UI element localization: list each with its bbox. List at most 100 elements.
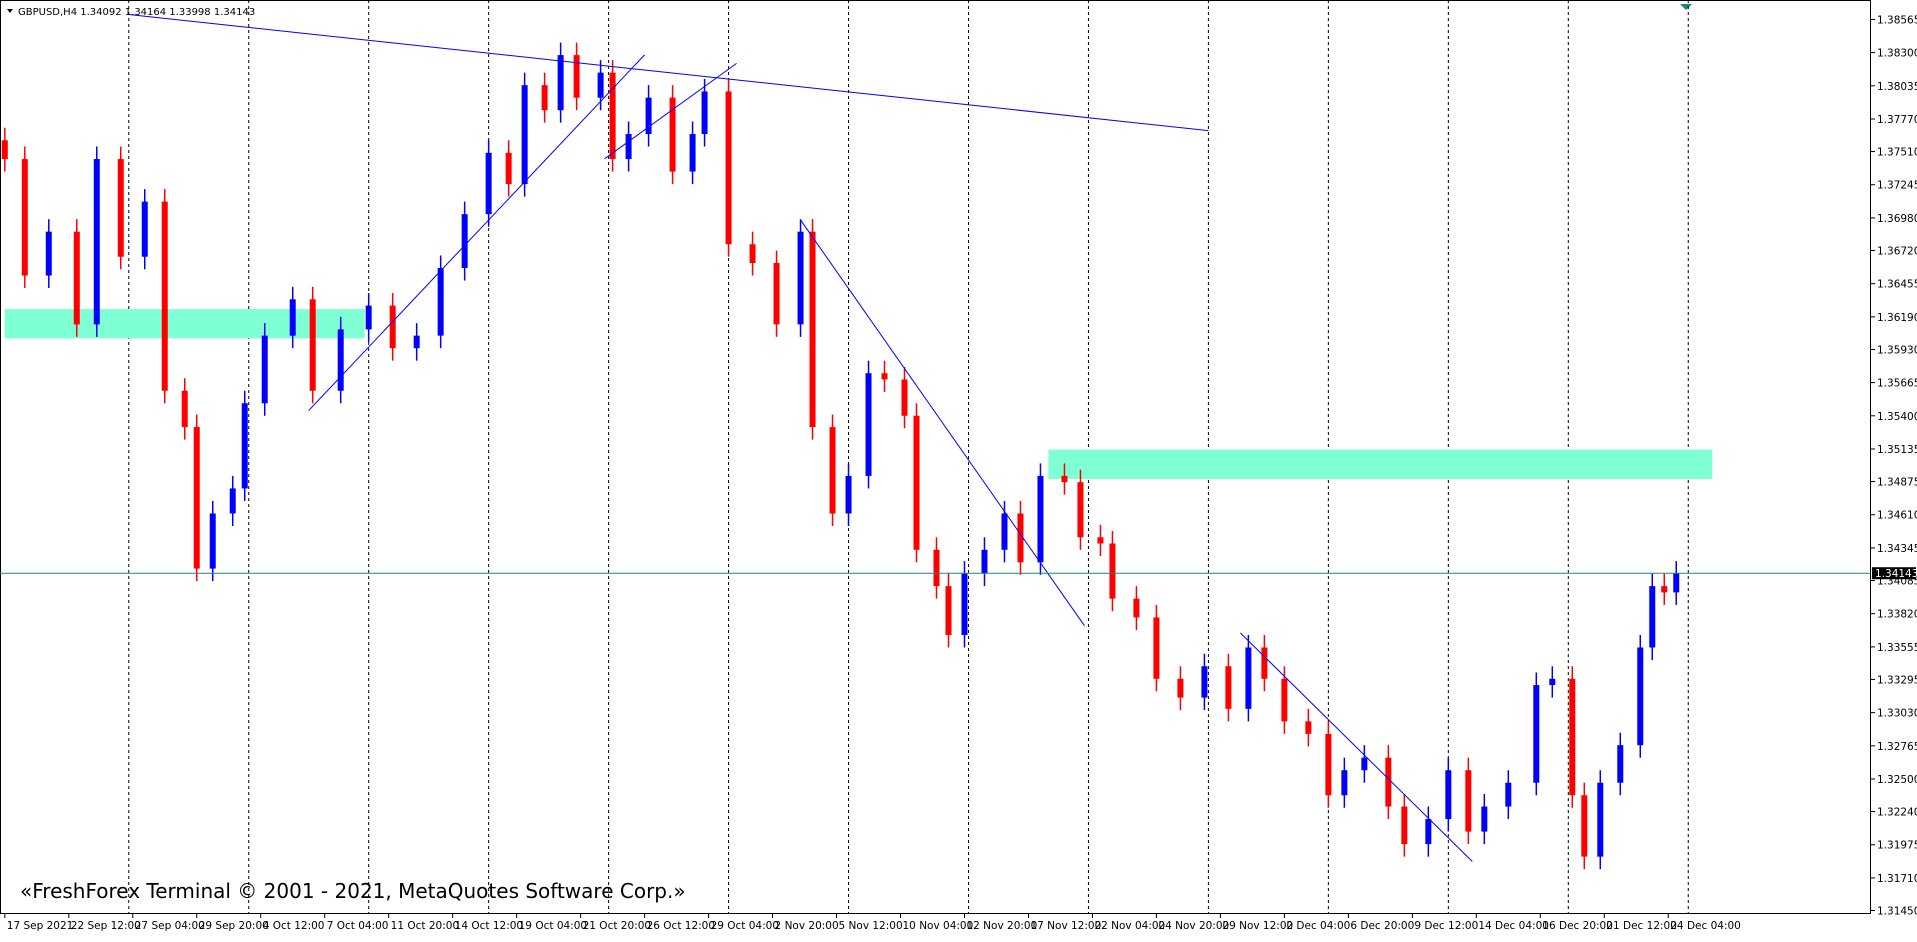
candle-body bbox=[1325, 733, 1332, 796]
candle-body bbox=[389, 305, 396, 349]
trendline bbox=[308, 54, 645, 411]
x-tick-label: 6 Dec 20:00 bbox=[1350, 920, 1414, 932]
y-tick-label: 1.36720 bbox=[1877, 245, 1917, 257]
candle-body bbox=[1, 140, 8, 160]
candle-body bbox=[981, 549, 988, 574]
candle-body bbox=[1385, 757, 1392, 807]
candle-body bbox=[1245, 647, 1252, 709]
x-tick-label: 11 Oct 20:00 bbox=[391, 920, 459, 932]
candle-body bbox=[609, 72, 616, 160]
candle-body bbox=[181, 390, 188, 428]
x-tick-label: 29 Oct 04:00 bbox=[711, 920, 779, 932]
candle-body bbox=[1549, 678, 1556, 686]
candle-body bbox=[141, 201, 148, 257]
x-tick-label: 21 Dec 12:00 bbox=[1606, 920, 1677, 932]
candle-body bbox=[961, 573, 968, 635]
candle-body bbox=[21, 159, 28, 276]
candle-body bbox=[161, 201, 168, 391]
y-tick-label: 1.36455 bbox=[1877, 279, 1917, 291]
candle-body bbox=[773, 263, 780, 325]
x-tick-label: 24 Dec 04:00 bbox=[1670, 920, 1741, 932]
x-tick-label: 17 Nov 12:00 bbox=[1030, 920, 1101, 932]
candle-body bbox=[1569, 678, 1576, 796]
candle-body bbox=[689, 134, 696, 172]
y-tick-label: 1.31450 bbox=[1877, 905, 1917, 917]
price-label-box bbox=[1872, 567, 1916, 580]
candle-body bbox=[1533, 685, 1540, 783]
candle-body bbox=[73, 231, 80, 325]
candle-body bbox=[1341, 770, 1348, 796]
candle-body bbox=[437, 268, 444, 336]
candle-body bbox=[1225, 666, 1232, 709]
candle-body bbox=[749, 244, 756, 264]
y-tick-label: 1.33555 bbox=[1877, 642, 1917, 654]
candle-body bbox=[845, 475, 852, 514]
candle-body bbox=[725, 91, 732, 245]
candle-body bbox=[261, 335, 268, 404]
footer: «FreshForex Terminal © 2001 - 2021, Meta… bbox=[20, 879, 686, 903]
candle-body bbox=[597, 72, 604, 98]
candle-body bbox=[461, 214, 468, 269]
candle-body bbox=[901, 379, 908, 416]
y-tick-label: 1.31710 bbox=[1877, 873, 1917, 885]
x-tick-label: 29 Sep 20:00 bbox=[199, 920, 269, 932]
y-tick-label: 1.33295 bbox=[1877, 674, 1917, 686]
candle-body bbox=[93, 159, 100, 325]
candle-body bbox=[645, 97, 652, 135]
y-tick-label: 1.32240 bbox=[1877, 807, 1917, 819]
candle-body bbox=[485, 152, 492, 215]
candle-body bbox=[1649, 586, 1656, 648]
candle-body bbox=[1401, 806, 1408, 845]
indicator-arrow bbox=[1680, 4, 1692, 10]
x-tick-label: 5 Nov 12:00 bbox=[839, 920, 903, 932]
y-tick-label: 1.32765 bbox=[1877, 741, 1917, 753]
candle-body bbox=[1061, 475, 1068, 483]
candle-body bbox=[573, 55, 580, 98]
candle-body bbox=[1177, 678, 1184, 698]
y-tick-label: 1.37245 bbox=[1877, 180, 1917, 192]
y-tick-label: 1.38300 bbox=[1877, 48, 1917, 60]
candle-body bbox=[1109, 543, 1116, 599]
chart-title: GBPUSD,H4 1.34092 1.34164 1.33998 1.3414… bbox=[18, 7, 255, 18]
x-tick-label: 26 Oct 12:00 bbox=[647, 920, 715, 932]
y-tick-label: 1.31975 bbox=[1877, 840, 1917, 852]
candle-body bbox=[1673, 573, 1680, 593]
candle-body bbox=[229, 488, 236, 514]
trendline bbox=[1240, 632, 1473, 862]
y-tick-label: 1.35400 bbox=[1877, 411, 1917, 423]
candle-body bbox=[1153, 617, 1160, 679]
y-tick-label: 1.36190 bbox=[1877, 312, 1917, 324]
zone bbox=[4, 309, 365, 339]
x-tick-label: 22 Nov 04:00 bbox=[1094, 920, 1165, 932]
candle-body bbox=[1637, 647, 1644, 746]
x-tick-label: 4 Oct 12:00 bbox=[263, 920, 325, 932]
candle-body bbox=[809, 231, 816, 428]
candle-body bbox=[913, 415, 920, 550]
candle-body bbox=[209, 513, 216, 569]
candle-body bbox=[881, 373, 888, 380]
candle-body bbox=[701, 91, 708, 135]
candle-body bbox=[557, 55, 564, 111]
candle-body bbox=[1597, 782, 1604, 857]
candle-body bbox=[865, 373, 872, 476]
candle-body bbox=[1617, 745, 1624, 783]
x-tick-label: 10 Nov 04:00 bbox=[903, 920, 974, 932]
candle-body bbox=[1037, 475, 1044, 563]
candle-body bbox=[521, 85, 528, 185]
candle-body bbox=[1465, 770, 1472, 832]
y-tick-label: 1.34345 bbox=[1877, 543, 1917, 555]
y-tick-label: 1.37770 bbox=[1877, 114, 1917, 126]
candle-body bbox=[337, 329, 344, 391]
menu-arrow bbox=[7, 9, 13, 13]
candle-body bbox=[117, 159, 124, 257]
candle-body bbox=[193, 427, 200, 569]
candle-body bbox=[625, 134, 632, 160]
x-tick-label: 16 Dec 20:00 bbox=[1542, 920, 1613, 932]
y-tick-label: 1.33820 bbox=[1877, 609, 1917, 621]
candle-body bbox=[45, 231, 52, 276]
candle-body bbox=[1133, 598, 1140, 618]
x-tick-label: 17 Sep 2021 bbox=[7, 920, 74, 932]
candle-body bbox=[1361, 757, 1368, 771]
